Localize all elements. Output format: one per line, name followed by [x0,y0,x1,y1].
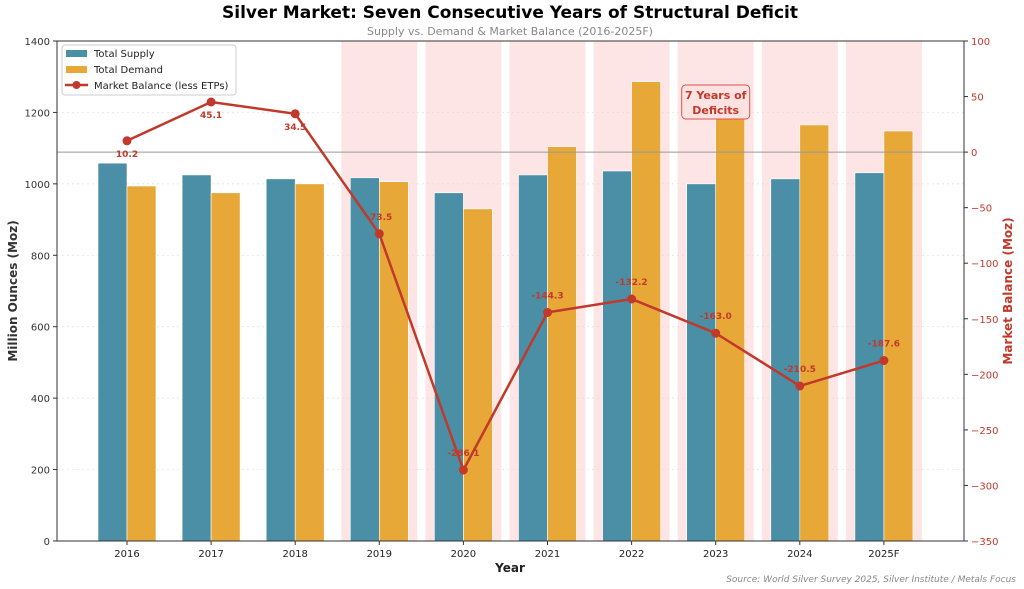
y-tick-label: 800 [31,251,50,262]
legend-label-supply: Total Supply [93,49,155,60]
y-tick-label: 400 [31,394,50,405]
balance-label: -286.1 [447,449,479,459]
annotation-text: Deficits [692,104,739,117]
chart-subtitle: Supply vs. Demand & Market Balance (2016… [367,25,653,38]
bar-demand-2021 [547,146,577,542]
y2-tick-label: 0 [971,148,977,159]
bar-demand-2023 [715,113,746,542]
balance-label: -187.6 [868,340,900,350]
balance-label: 45.1 [200,111,222,121]
y2-tick-label: −50 [971,204,992,215]
balance-point-2022 [627,294,637,304]
y2-tick-label: 50 [971,93,984,104]
balance-point-2020 [458,465,468,475]
x-tick-label: 2020 [451,549,476,560]
x-tick-label: 2023 [703,549,728,560]
y-axis-label: Million Ounces (Moz) [6,220,20,361]
y-tick-label: 0 [44,537,50,548]
balance-line [126,100,885,474]
annotation-box [681,84,751,120]
legend: Total Supply Total Demand Market Balance (… [61,44,237,96]
x-tick-label: 2022 [619,549,644,560]
source-note: Source: World Silver Survey 2025, Silver… [726,575,1016,585]
y-tick-label: 1200 [25,108,50,119]
balance-point-2019 [374,229,384,239]
balance-point-2025F [879,356,889,366]
balance-label: 10.2 [116,150,138,160]
bar-supply-2017 [181,174,212,542]
bar-supply-2016 [97,162,128,542]
plot-frame [56,40,965,542]
x-tick-label: 2018 [282,549,307,560]
bar-supply-2022 [602,170,632,542]
balance-point-2021 [543,307,552,317]
y-tick-label: 200 [31,466,50,477]
legend-marker-balance [72,81,81,89]
x-axis-label: Year [494,561,525,575]
balance-point-2016 [122,136,132,146]
y2-tick-label: −300 [971,481,998,492]
legend-box [61,44,237,96]
y2-tick-label: −250 [971,426,998,437]
y-tick-label: 1000 [25,180,50,191]
bar-supply-2018 [265,178,296,542]
legend-label-demand: Total Demand [93,65,163,76]
y2-tick-label: −150 [971,315,998,326]
balance-point-2017 [206,97,216,107]
y2-tick-label: −100 [971,259,998,270]
y2-tick-label: −200 [971,370,998,381]
x-tick-label: 2024 [787,549,812,560]
bar-demand-2017 [210,192,241,542]
y2-tick-label: −350 [971,537,998,548]
bar-demand-2025F [883,130,914,542]
x-tick-label: 2025F [868,549,899,560]
balance-label: -73.5 [366,213,392,223]
bar-demand-2024 [799,124,830,542]
balance-point-2023 [711,328,721,338]
y2-tick-label: 100 [971,37,990,48]
legend-swatch-supply [66,50,87,57]
bar-supply-2025F [854,172,885,542]
bar-demand-2022 [631,81,661,542]
balance-label: -163.0 [700,312,732,322]
x-tick-label: 2016 [114,549,139,560]
x-tick-label: 2019 [367,549,392,560]
bar-demand-2016 [126,185,157,542]
bar-demand-2020 [463,208,493,542]
chart-title: Silver Market: Seven Consecutive Years o… [222,3,798,23]
x-tick-label: 2021 [535,549,560,560]
balance-label: 34.5 [284,123,306,133]
bar-supply-2019 [349,177,380,542]
balance-label: -144.3 [531,291,563,301]
legend-label-balance: Market Balance (less ETPs) [94,81,229,92]
y2-axis-label: Market Balance (Moz) [1001,217,1015,364]
bar-demand-2018 [294,183,325,542]
balance-point-2018 [290,109,300,119]
balance-point-2024 [795,381,805,391]
y-tick-label: 600 [31,323,50,334]
bar-demand-2019 [378,181,409,542]
balance-label: -132.2 [615,278,647,288]
legend-swatch-demand [66,66,87,73]
y-tick-label: 1400 [25,37,50,48]
bar-supply-2024 [770,178,801,542]
balance-label: -210.5 [784,365,816,375]
bar-supply-2020 [434,192,464,542]
annotation-text: 7 Years of [685,89,747,102]
x-tick-label: 2017 [198,549,223,560]
bar-supply-2023 [686,183,717,542]
